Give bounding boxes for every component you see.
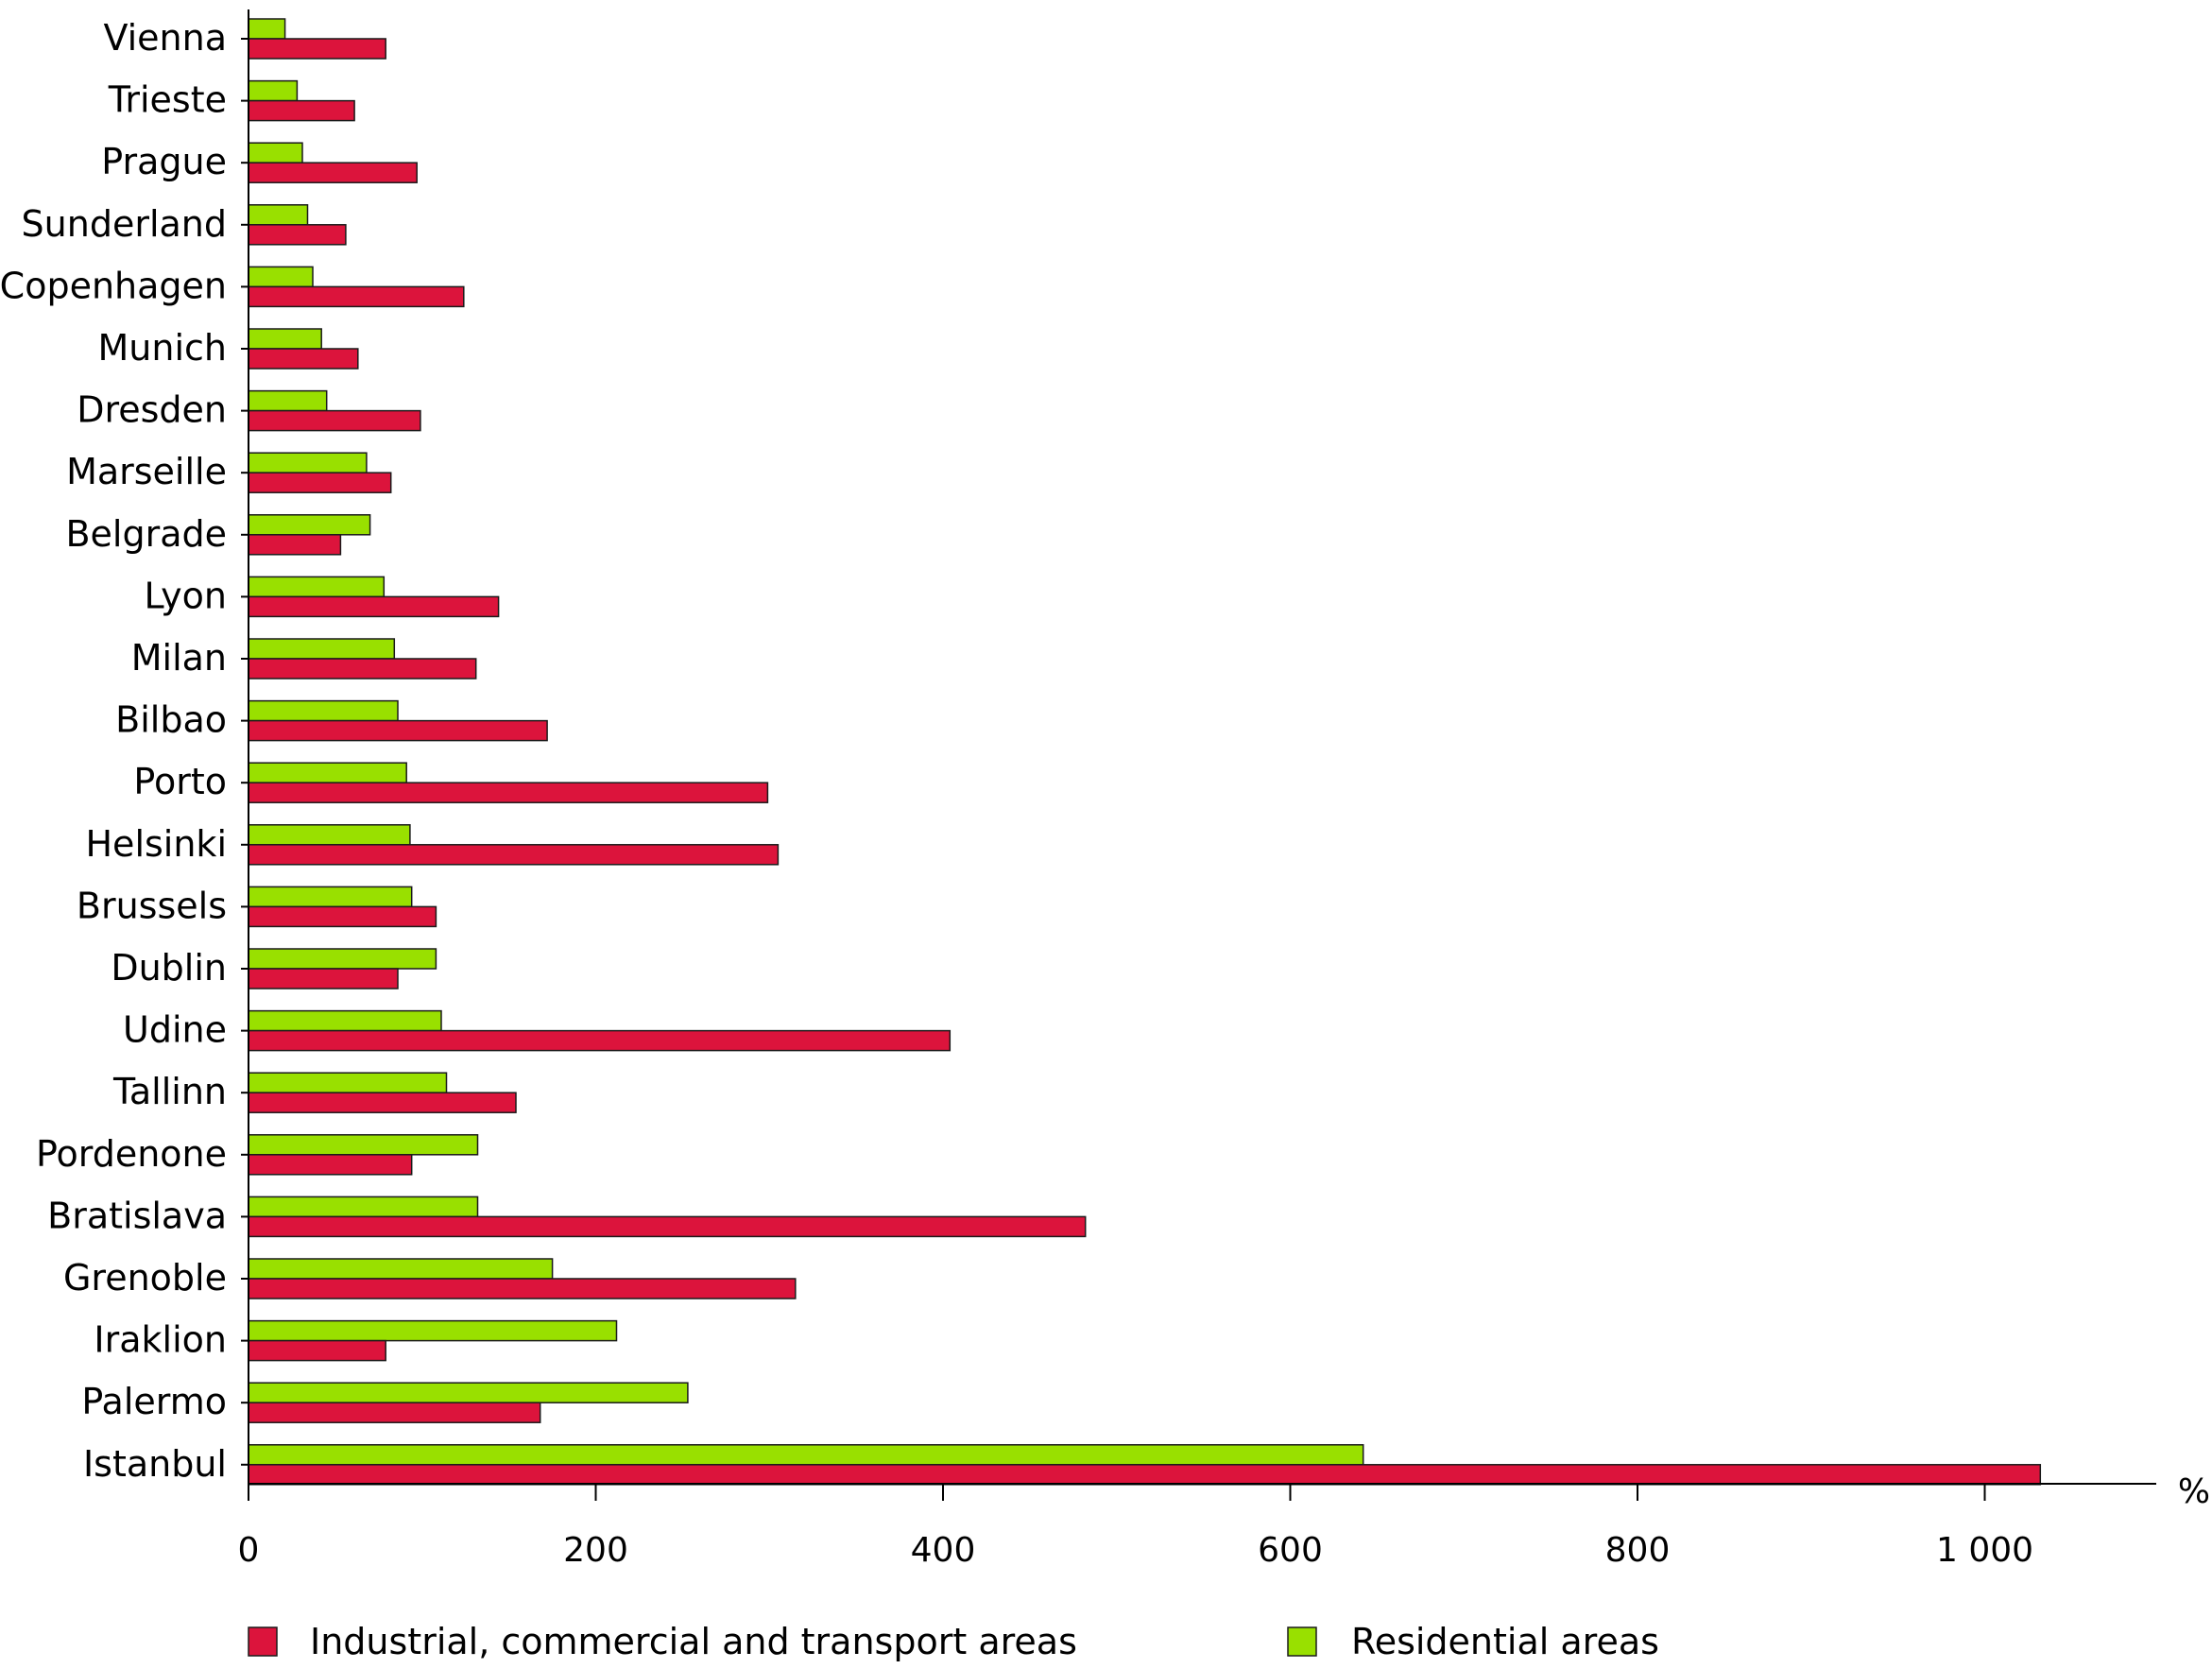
bar-residential-belgrade bbox=[248, 514, 371, 536]
legend-swatch-industrial bbox=[248, 1626, 278, 1657]
bar-residential-trieste bbox=[248, 79, 299, 102]
bar-industrial-palermo bbox=[248, 1402, 541, 1423]
bar-industrial-marseille bbox=[248, 472, 392, 493]
bar-residential-pordenone bbox=[248, 1134, 479, 1156]
bar-residential-sunderland bbox=[248, 204, 309, 226]
category-label: Vienna bbox=[103, 17, 227, 59]
bar-residential-istanbul bbox=[248, 1444, 1364, 1466]
bar-residential-palermo bbox=[248, 1382, 689, 1403]
bar-industrial-belgrade bbox=[248, 534, 342, 556]
bar-industrial-udine bbox=[248, 1029, 952, 1052]
category-label: Copenhagen bbox=[0, 265, 227, 306]
bar-industrial-grenoble bbox=[248, 1278, 797, 1299]
category-label: Brussels bbox=[77, 885, 227, 926]
legend-label-industrial: Industrial, commercial and transport are… bbox=[310, 1621, 1077, 1662]
bar-industrial-bratislava bbox=[248, 1215, 1087, 1238]
category-label: Helsinki bbox=[85, 823, 227, 865]
bar-industrial-copenhagen bbox=[248, 285, 465, 308]
category-label: Bratislava bbox=[47, 1195, 227, 1236]
bar-industrial-iraklion bbox=[248, 1339, 386, 1362]
category-label: Istanbul bbox=[83, 1443, 227, 1485]
bar-industrial-helsinki bbox=[248, 844, 780, 866]
bar-residential-marseille bbox=[248, 452, 368, 473]
category-label: Udine bbox=[123, 1009, 227, 1051]
bar-residential-lyon bbox=[248, 576, 386, 598]
bar-residential-grenoble bbox=[248, 1258, 554, 1280]
bar-industrial-pordenone bbox=[248, 1154, 413, 1176]
bar-residential-dresden bbox=[248, 389, 328, 412]
x-unit-label: % bbox=[2178, 1472, 2210, 1511]
legend: Industrial, commercial and transport are… bbox=[248, 1621, 1659, 1662]
bar-industrial-munich bbox=[248, 348, 359, 370]
category-label: Lyon bbox=[144, 575, 227, 616]
bar-industrial-trieste bbox=[248, 99, 355, 122]
legend-swatch-residential bbox=[1287, 1626, 1317, 1657]
bar-residential-brussels bbox=[248, 886, 413, 908]
category-label: Trieste bbox=[108, 79, 227, 121]
bar-residential-porto bbox=[248, 762, 407, 783]
x-tick-label: 400 bbox=[911, 1531, 976, 1570]
category-label: Sunderland bbox=[22, 203, 227, 245]
axes: 0 200 400 600 800 1 000% bbox=[238, 9, 2210, 1570]
bar-residential-munich bbox=[248, 328, 322, 350]
bar-residential-copenhagen bbox=[248, 266, 314, 288]
category-label: Marseille bbox=[66, 451, 227, 492]
bar-residential-bilbao bbox=[248, 699, 399, 722]
category-label: Munich bbox=[98, 327, 228, 369]
bar-residential-bratislava bbox=[248, 1196, 479, 1218]
bar-industrial-istanbul bbox=[248, 1464, 2042, 1486]
bar-industrial-lyon bbox=[248, 595, 500, 618]
bar-residential-dublin bbox=[248, 948, 437, 970]
bar-industrial-bilbao bbox=[248, 719, 548, 742]
bar-residential-udine bbox=[248, 1009, 442, 1032]
x-tick-label: 600 bbox=[1258, 1531, 1323, 1570]
bar-industrial-prague bbox=[248, 162, 418, 183]
bar-residential-vienna bbox=[248, 18, 286, 40]
legend-label-residential: Residential areas bbox=[1351, 1621, 1659, 1662]
category-labels: Vienna Trieste Prague Sunderland Copenhagen M… bbox=[0, 17, 227, 1485]
x-tick-label: 1 000 bbox=[1936, 1531, 2033, 1570]
category-label: Dresden bbox=[77, 389, 227, 431]
bar-residential-tallinn bbox=[248, 1072, 448, 1093]
bar-residential-milan bbox=[248, 638, 396, 660]
bar-industrial-dublin bbox=[248, 968, 399, 989]
category-label: Porto bbox=[133, 761, 227, 802]
category-label: Milan bbox=[131, 637, 227, 679]
x-tick-label: 800 bbox=[1605, 1531, 1671, 1570]
category-label: Belgrade bbox=[65, 513, 227, 555]
bar-industrial-vienna bbox=[248, 38, 386, 60]
bar-industrial-sunderland bbox=[248, 224, 347, 246]
plot-area bbox=[248, 18, 2042, 1486]
bar-residential-prague bbox=[248, 142, 303, 163]
bar-industrial-milan bbox=[248, 658, 477, 680]
bar-residential-helsinki bbox=[248, 824, 411, 846]
x-tick-label: 200 bbox=[563, 1531, 628, 1570]
category-label: Bilbao bbox=[115, 699, 227, 741]
category-label: Tallinn bbox=[112, 1071, 227, 1112]
category-label: Palermo bbox=[81, 1381, 227, 1422]
bar-industrial-porto bbox=[248, 782, 769, 803]
bar-industrial-dresden bbox=[248, 409, 421, 432]
category-label: Pordenone bbox=[36, 1133, 227, 1175]
x-tick-label: 0 bbox=[238, 1531, 260, 1570]
category-label: Prague bbox=[101, 141, 227, 182]
category-label: Grenoble bbox=[63, 1257, 227, 1299]
category-label: Iraklion bbox=[94, 1319, 227, 1361]
bar-industrial-tallinn bbox=[248, 1092, 517, 1113]
category-label: Dublin bbox=[111, 947, 227, 989]
bar-industrial-brussels bbox=[248, 905, 437, 928]
bar-residential-iraklion bbox=[248, 1319, 618, 1342]
